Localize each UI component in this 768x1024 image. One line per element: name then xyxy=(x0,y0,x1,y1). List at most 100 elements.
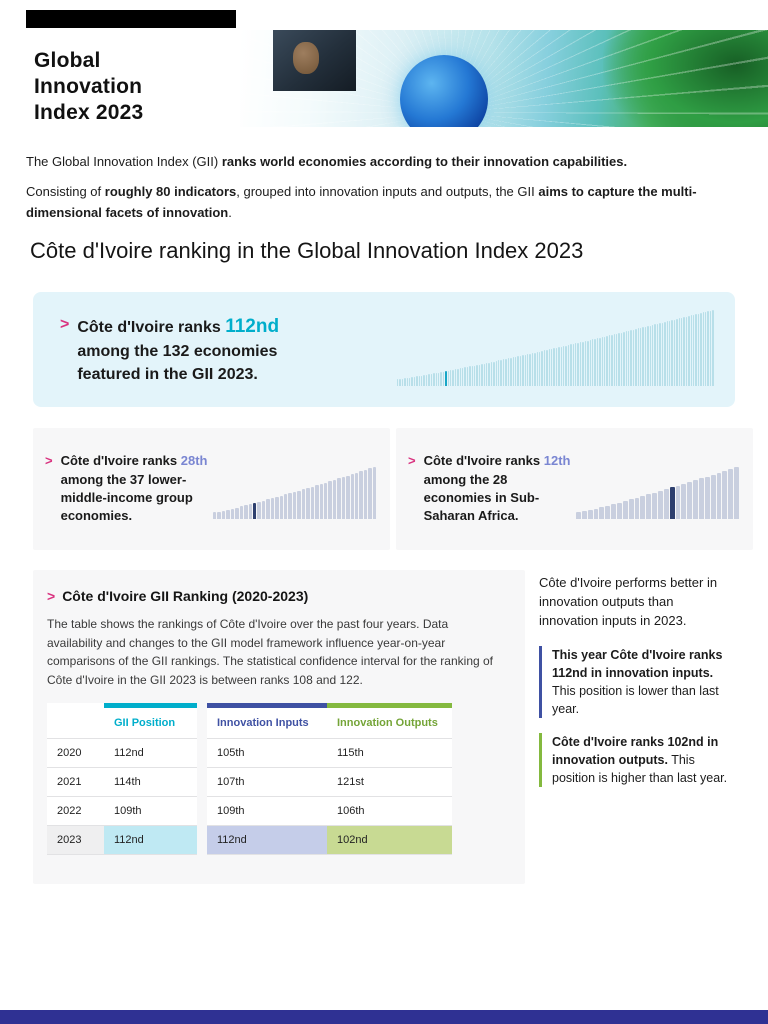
economy-bar xyxy=(700,313,702,386)
economy-bar xyxy=(622,501,628,519)
globe-graphic xyxy=(400,55,488,127)
economy-bar xyxy=(213,512,217,519)
economy-bar xyxy=(647,326,649,386)
economy-bar xyxy=(646,494,652,519)
income-group-rank-statement: > Côte d'Ivoire ranks 28th among the 37 … xyxy=(45,452,213,526)
economy-bar xyxy=(235,507,239,519)
economy-bar xyxy=(323,482,328,519)
economy-bar xyxy=(226,509,230,519)
economy-bar xyxy=(681,483,687,519)
economy-bar xyxy=(649,325,652,386)
gii-position-cell: 114th xyxy=(104,768,197,798)
economy-bar xyxy=(315,485,319,519)
economy-bar xyxy=(270,498,275,519)
column-gap xyxy=(197,768,207,797)
income-group-rank-text: Côte d'Ivoire ranks 28th among the 37 lo… xyxy=(61,452,213,526)
economy-bar xyxy=(699,478,704,519)
group-rank-row: > Côte d'Ivoire ranks 28th among the 37 … xyxy=(33,428,753,550)
economy-bar xyxy=(452,369,454,386)
economy-bar xyxy=(695,314,697,386)
economy-bar xyxy=(493,361,495,386)
gii-overall-rank-chart xyxy=(397,310,714,386)
column-gap xyxy=(197,826,207,855)
economy-bar xyxy=(690,315,692,386)
economy-bar xyxy=(292,491,297,519)
economy-bar xyxy=(605,505,611,519)
region-rank-text: Côte d'Ivoire ranks 12th among the 28 ec… xyxy=(424,452,576,526)
economy-bar xyxy=(628,330,630,386)
economy-bar xyxy=(230,508,235,519)
economy-bar xyxy=(693,480,699,519)
economy-bar xyxy=(599,507,605,519)
chevron-icon: > xyxy=(47,588,56,604)
economy-bar xyxy=(579,342,582,386)
insight-summary: Côte d'Ivoire performs better in innovat… xyxy=(539,575,718,628)
text-segment: among the 28 economies in Sub-Saharan Af… xyxy=(423,471,540,524)
economy-bar xyxy=(341,476,346,519)
economy-bar xyxy=(423,375,425,386)
column-gap xyxy=(197,703,207,739)
overall-rank-statement: > Côte d'Ivoire ranks 112nd among the 13… xyxy=(60,313,360,387)
country-highlight-bar xyxy=(252,503,257,519)
economy-bar xyxy=(635,329,637,386)
economy-bar xyxy=(404,378,406,386)
economy-bar xyxy=(704,476,710,519)
economy-bar xyxy=(261,500,266,519)
economy-bar xyxy=(399,378,401,386)
economy-bar xyxy=(442,371,445,386)
economy-bar xyxy=(613,334,615,386)
region-rank-chart xyxy=(576,467,740,519)
gii-position-cell: 112nd xyxy=(104,826,197,856)
inputs-cell: 105th xyxy=(207,739,327,769)
economy-bar xyxy=(555,347,558,386)
economy-bar xyxy=(514,356,517,386)
economy-bar xyxy=(668,320,671,386)
income-group-rank-chart xyxy=(213,467,377,519)
inputs-cell: 109th xyxy=(207,797,327,827)
text-segment: aims to capture the multi-dimensional fa… xyxy=(26,184,697,220)
economy-bar xyxy=(567,344,570,386)
text-segment: This position is higher than last year. xyxy=(552,753,728,786)
economy-bar xyxy=(673,319,676,386)
economy-bar xyxy=(359,471,363,519)
economy-bar xyxy=(710,474,716,519)
economy-bar xyxy=(623,331,625,386)
economy-bar xyxy=(529,353,531,386)
economy-bar xyxy=(401,378,404,386)
economy-bar xyxy=(279,495,283,519)
economy-bar xyxy=(570,344,572,386)
economy-bar xyxy=(680,317,683,386)
economy-bar xyxy=(500,359,502,386)
economy-bar xyxy=(221,510,226,519)
economy-bar xyxy=(576,512,581,519)
economy-bar xyxy=(687,482,693,519)
economy-bar xyxy=(628,499,634,519)
economy-bar xyxy=(608,335,611,386)
economy-bar xyxy=(652,324,654,386)
outputs-cell: 121st xyxy=(327,768,452,798)
innovation-inputs-column-header: Innovation Inputs xyxy=(207,703,327,740)
inputs-cell: 107th xyxy=(207,768,327,798)
income-group-rank-card: > Côte d'Ivoire ranks 28th among the 37 … xyxy=(33,428,390,550)
ranking-history-card: > Côte d'Ivoire GII Ranking (2020-2023) … xyxy=(33,570,525,884)
economy-bar xyxy=(512,357,514,386)
economy-bar xyxy=(534,352,536,386)
footer-bar xyxy=(0,1010,768,1024)
intro-paragraph-1: The Global Innovation Index (GII) ranks … xyxy=(26,152,742,172)
text-segment: The Global Innovation Index (GII) xyxy=(26,154,222,169)
economy-bar xyxy=(587,509,593,519)
economy-bar xyxy=(591,339,594,386)
text-segment: Côte d'Ivoire ranks xyxy=(60,453,181,469)
economy-bar xyxy=(328,481,332,519)
economy-bar xyxy=(483,363,486,386)
economy-bar xyxy=(411,377,413,386)
economy-bar xyxy=(658,490,663,519)
economy-bar xyxy=(594,338,596,386)
ranking-history-section: > Côte d'Ivoire GII Ranking (2020-2023) … xyxy=(33,570,735,884)
economy-bar xyxy=(476,365,478,386)
column-gap xyxy=(197,797,207,826)
economy-bar xyxy=(538,351,541,386)
economy-bar xyxy=(563,346,565,386)
economy-bar xyxy=(671,320,673,386)
economy-bar xyxy=(464,367,466,386)
